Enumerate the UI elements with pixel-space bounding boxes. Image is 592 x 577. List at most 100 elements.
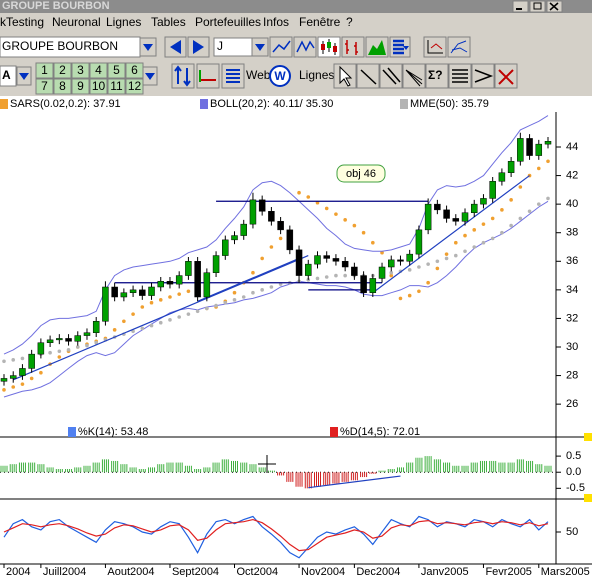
number-button[interactable]: [35, 78, 54, 95]
indicator-dot: [463, 249, 467, 254]
indicator-dot: [324, 206, 329, 211]
indicator-dot: [509, 198, 513, 202]
web-button[interactable]: [269, 65, 291, 87]
indicator-dot: [315, 276, 320, 281]
indicator-dot: [85, 343, 89, 348]
indicator-dot: [500, 230, 504, 235]
menu-item[interactable]: kTesting: [0, 15, 44, 29]
candle-body: [434, 203, 441, 211]
indicator-dot: [371, 240, 375, 245]
indicator-dot: [426, 280, 430, 285]
indicator-dot: [324, 275, 329, 279]
number-button[interactable]: [89, 78, 108, 95]
indicator-dot: [29, 376, 34, 381]
indicator-icon: [450, 40, 468, 54]
legend-swatch: [400, 99, 408, 109]
number-button[interactable]: [107, 78, 126, 95]
candle-body: [498, 172, 506, 182]
x-tick-label: Dec2004: [356, 566, 400, 577]
menu-item[interactable]: Portefeuilles: [195, 15, 261, 29]
sigma-tool[interactable]: [425, 63, 449, 89]
restore-button[interactable]: [529, 0, 546, 13]
line-icon: [272, 40, 291, 53]
indicator-dot: [66, 348, 71, 352]
indicator-dot: [444, 256, 449, 261]
indicator-button[interactable]: [447, 36, 471, 58]
candle-body: [286, 229, 294, 251]
candle-body: [277, 221, 284, 231]
candle-body: [203, 272, 211, 298]
candle-body: [526, 138, 533, 156]
list-button[interactable]: [221, 63, 245, 89]
menu-item[interactable]: Infos: [263, 15, 289, 29]
candle-body: [517, 138, 524, 162]
parallel-tool[interactable]: [379, 63, 403, 89]
candle-body: [507, 161, 515, 173]
list-icon: [226, 69, 240, 83]
panel-handle[interactable]: [584, 494, 592, 502]
candle-body: [46, 339, 54, 343]
chart-area: [0, 96, 592, 577]
indicator-dot: [177, 292, 181, 296]
hline-button[interactable]: [196, 63, 220, 89]
scale-icon: [427, 40, 443, 54]
indicator-dot: [398, 296, 403, 301]
window-buttons[interactable]: [512, 0, 563, 13]
menu-item[interactable]: Lignes: [106, 15, 141, 29]
period-number-buttons[interactable]: 1 2 3 4 5 67 8 9 10 11 12: [35, 62, 144, 95]
number-button[interactable]: [53, 78, 72, 95]
bar-button[interactable]: [341, 36, 365, 58]
bar-icon: [345, 40, 358, 55]
minimize-button[interactable]: [512, 0, 529, 13]
menu-item[interactable]: Tables: [151, 15, 186, 29]
angle-tool[interactable]: [471, 63, 495, 89]
lines-tool[interactable]: [448, 63, 472, 89]
menu-item[interactable]: Fenêtre: [299, 15, 341, 29]
indicator-dot: [241, 295, 246, 299]
fan-tool[interactable]: [402, 63, 426, 89]
number-button[interactable]: [53, 62, 72, 79]
candle-body: [406, 253, 413, 262]
candle-body: [0, 378, 8, 382]
indicator-dot: [361, 230, 366, 235]
indicator-dot: [75, 345, 80, 349]
chart-type-buttons[interactable]: [269, 36, 471, 58]
indicator-dot: [39, 370, 43, 375]
indicator-dot: [435, 259, 440, 264]
number-label: 8: [59, 79, 66, 93]
number-button[interactable]: [89, 62, 108, 79]
panel-handle[interactable]: [584, 433, 592, 441]
font-combo[interactable]: [0, 65, 17, 87]
indicator-dot: [122, 319, 126, 324]
candle-body: [470, 203, 478, 213]
indicator-dot: [463, 233, 467, 238]
drawing-tools[interactable]: Σ?: [333, 63, 518, 89]
lines-label: Lignes: [299, 68, 334, 82]
restore-icon: [533, 2, 542, 10]
candle-body: [461, 212, 469, 222]
number-button[interactable]: [107, 62, 126, 79]
number-label: 2: [59, 63, 66, 77]
number-label: 1: [41, 63, 48, 77]
indicator-dot: [251, 270, 255, 275]
symbol-text: GROUPE BOURBON: [2, 39, 118, 53]
number-button[interactable]: [125, 78, 144, 95]
menu-item[interactable]: ?: [346, 15, 353, 29]
number-button[interactable]: [71, 78, 90, 95]
number-label: 10: [92, 79, 106, 93]
legend-swatch: [0, 99, 8, 109]
number-label: 6: [131, 63, 138, 77]
indicator-dot: [149, 300, 154, 305]
number-button[interactable]: [35, 62, 54, 79]
number-button[interactable]: [71, 62, 90, 79]
indicator-dot: [57, 349, 62, 354]
scale-button[interactable]: [423, 36, 447, 58]
x-tick-label: Juill2004: [43, 566, 86, 577]
indicator-dot: [426, 262, 430, 266]
menu-item[interactable]: Neuronal: [52, 15, 101, 29]
tool-buttons[interactable]: [171, 63, 245, 89]
candle-body: [535, 143, 543, 156]
updown-button[interactable]: [171, 63, 195, 89]
angle-tool-icon: [474, 69, 494, 83]
number-label: 11: [110, 79, 123, 93]
